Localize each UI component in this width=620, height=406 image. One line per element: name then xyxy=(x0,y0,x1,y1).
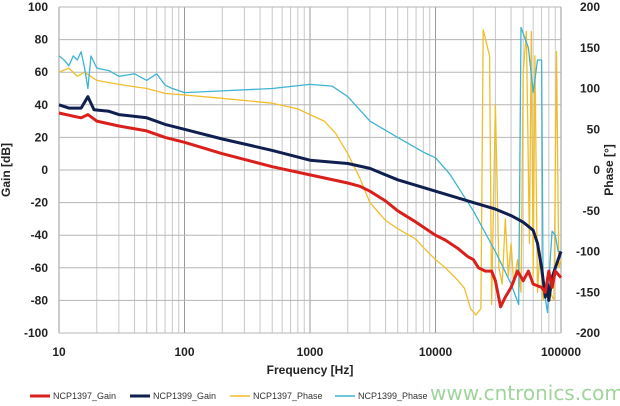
x-tick-label: 10000 xyxy=(419,345,453,359)
series-line-ncp1399-gain xyxy=(58,95,563,302)
y-tick-label: -80 xyxy=(31,293,49,307)
tick-labels: 10 100 1000 10000 100000100806040200-20-40-6… xyxy=(24,0,600,359)
y-tick-label: 60 xyxy=(35,65,49,79)
series-line-ncp1399-phase xyxy=(58,26,561,314)
y2-tick-label: -200 xyxy=(576,326,600,340)
y-tick-label: -100 xyxy=(24,326,48,340)
x-tick-label: 100000 xyxy=(541,345,581,359)
y-tick-label: -60 xyxy=(31,261,49,275)
legend-label: NCP1399_Gain xyxy=(153,391,216,401)
y-tick-label: 40 xyxy=(35,98,49,112)
y-axis-title: Gain [dB] xyxy=(0,143,13,197)
series-group xyxy=(58,26,563,316)
legend-label: NCP1397_Gain xyxy=(53,391,116,401)
y-tick-label: -40 xyxy=(31,228,49,242)
x-tick-label: 10 xyxy=(52,345,66,359)
y2-tick-label: 100 xyxy=(580,82,600,96)
y2-tick-label: 200 xyxy=(580,0,600,14)
series-line-ncp1397-gain xyxy=(58,111,563,309)
y2-tick-label: 50 xyxy=(587,122,601,136)
y2-tick-label: 0 xyxy=(593,163,600,177)
y2-tick-label: -100 xyxy=(576,245,600,259)
y2-tick-label: -150 xyxy=(576,285,600,299)
legend: NCP1397_Gain NCP1399_Gain NCP1397_Phase NCP… xyxy=(30,391,428,401)
x-tick-label: 100 xyxy=(174,345,194,359)
y-tick-label: 20 xyxy=(35,130,49,144)
y2-tick-label: 150 xyxy=(580,41,600,55)
y-tick-label: 100 xyxy=(28,0,48,14)
watermark: www.cntronics.com xyxy=(430,381,620,405)
legend-label: NCP1397_Phase xyxy=(253,391,323,401)
y2-axis-title: Phase [°] xyxy=(602,144,616,195)
x-axis-title: Frequency [Hz] xyxy=(267,363,354,377)
y2-tick-label: -50 xyxy=(583,204,601,218)
series-line-ncp1397-phase xyxy=(58,29,562,316)
grid xyxy=(58,6,562,334)
legend-label: NCP1399_Phase xyxy=(358,391,428,401)
y-tick-label: 80 xyxy=(35,33,49,47)
y-tick-label: 0 xyxy=(41,163,48,177)
y-tick-label: -20 xyxy=(31,196,49,210)
x-tick-label: 1000 xyxy=(297,345,324,359)
